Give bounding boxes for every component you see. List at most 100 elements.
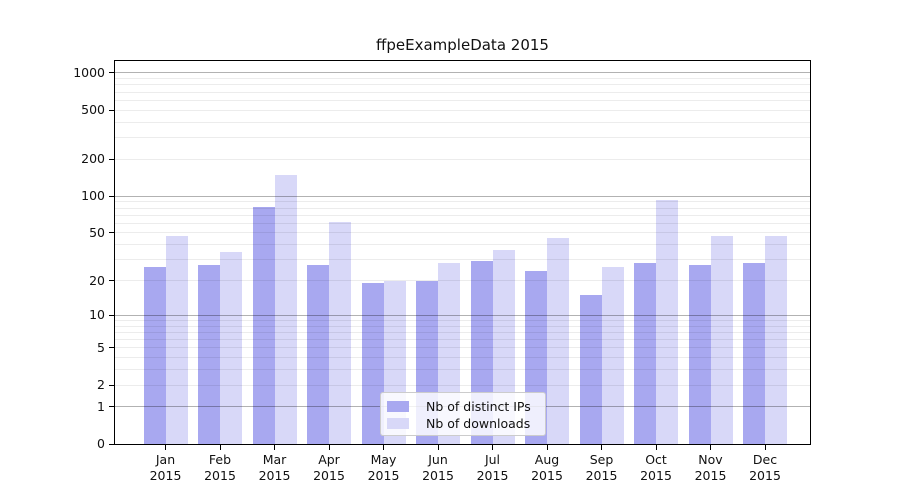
y-tick-mark <box>109 314 115 316</box>
y-tick-label: 200 <box>81 151 105 167</box>
x-tick-month: Sep <box>589 452 614 467</box>
y-tick-label: 500 <box>81 102 105 118</box>
y-tick-mark <box>109 195 115 197</box>
x-tick-month: Feb <box>208 452 232 467</box>
x-tick-year: 2015 <box>149 468 182 483</box>
gridline-minor <box>115 357 810 359</box>
gridline-minor <box>115 222 810 224</box>
x-tick-year: 2015 <box>749 468 781 483</box>
bar-downloads-dec <box>765 236 787 444</box>
gridline-major <box>115 314 810 316</box>
gridline-minor <box>115 91 810 93</box>
gridline-minor <box>115 232 810 234</box>
x-tick-year: 2015 <box>258 468 291 483</box>
x-tick-month: Aug <box>534 452 560 467</box>
y-tick-label: 20 <box>89 272 105 288</box>
bar-ips-sep <box>579 295 602 444</box>
y-tick-mark <box>109 72 115 74</box>
x-tick-year: 2015 <box>694 468 727 483</box>
y-tick-mark <box>109 347 115 349</box>
gridline-minor <box>115 109 810 111</box>
y-tick-mark <box>109 109 115 111</box>
x-tick-year: 2015 <box>531 468 563 483</box>
x-tick-year: 2015 <box>313 468 345 483</box>
gridline-minor <box>115 78 810 80</box>
y-tick-label: 10 <box>89 307 105 323</box>
x-tick-label-feb: Feb 2015 <box>188 452 252 484</box>
legend: Nb of distinct IPs Nb of downloads <box>380 392 546 436</box>
gridline-minor <box>115 259 810 261</box>
y-tick-label: 1000 <box>73 64 105 80</box>
x-tick-label-dec: Dec 2015 <box>733 452 797 484</box>
legend-swatch-downloads <box>387 418 409 429</box>
legend-label-distinct-ips: Nb of distinct IPs <box>426 399 531 414</box>
x-tick-label-oct: Oct 2015 <box>624 452 688 484</box>
x-tick-label-sep: Sep 2015 <box>570 452 634 484</box>
legend-swatch-distinct-ips <box>387 401 409 412</box>
x-tick-month: Mar <box>262 452 287 467</box>
x-tick-mark <box>710 445 711 450</box>
gridline-minor <box>115 339 810 340</box>
y-tick-label: 1 <box>97 398 105 414</box>
x-tick-year: 2015 <box>367 468 400 483</box>
gridline-major <box>115 72 810 74</box>
x-tick-year: 2015 <box>476 468 509 483</box>
gridline-minor <box>115 325 810 327</box>
x-tick-month: Jan <box>155 452 176 467</box>
x-tick-month: Jun <box>428 452 448 467</box>
bar-ips-apr <box>307 265 329 444</box>
gridline-minor <box>115 207 810 209</box>
bar-downloads-apr <box>329 221 351 444</box>
y-tick-mark <box>109 443 115 445</box>
bar-ips-may <box>361 283 384 444</box>
bar-ips-jan <box>143 267 166 444</box>
x-tick-mark <box>546 445 548 450</box>
bar-ips-oct <box>634 263 656 444</box>
gridline-minor <box>115 280 810 281</box>
x-tick-label-jan: Jan 2015 <box>134 452 198 484</box>
bar-ips-feb <box>198 265 220 444</box>
gridline-major <box>115 195 810 197</box>
x-tick-mark <box>492 445 493 450</box>
gridline-minor <box>115 121 810 123</box>
x-tick-mark <box>328 445 330 450</box>
y-tick-label: 2 <box>97 377 105 392</box>
x-tick-label-jun: Jun 2015 <box>406 452 470 484</box>
x-tick-mark <box>764 445 766 450</box>
gridline-minor <box>115 99 810 101</box>
gridline-minor <box>115 347 810 349</box>
x-tick-label-mar: Mar 2015 <box>243 452 307 484</box>
x-tick-mark <box>601 445 602 450</box>
y-tick-label: 0 <box>97 436 105 451</box>
x-tick-month: Apr <box>318 452 340 467</box>
x-tick-label-nov: Nov 2015 <box>679 452 743 484</box>
x-tick-month: Nov <box>698 452 723 467</box>
gridline-minor <box>115 331 810 333</box>
x-tick-month: Jul <box>484 452 501 467</box>
x-tick-mark <box>219 445 221 450</box>
gridline-minor <box>115 84 810 86</box>
y-tick-mark <box>109 406 115 408</box>
x-tick-mark <box>383 445 384 450</box>
legend-label-downloads: Nb of downloads <box>426 416 531 431</box>
y-tick-label: 5 <box>97 339 105 355</box>
x-tick-year: 2015 <box>640 468 672 483</box>
legend-item-distinct-ips: Nb of distinct IPs <box>387 398 537 415</box>
plot-canvas <box>115 61 810 444</box>
x-tick-year: 2015 <box>422 468 454 483</box>
gridline-minor <box>115 384 810 386</box>
x-tick-mark <box>274 445 275 450</box>
bar-downloads-mar <box>274 174 297 444</box>
x-tick-year: 2015 <box>585 468 618 483</box>
chart-title: ffpeExampleData 2015 <box>376 36 549 54</box>
gridline-minor <box>115 214 810 216</box>
y-tick-label: 100 <box>81 188 105 204</box>
gridline-minor <box>115 369 810 371</box>
y-tick-mark <box>109 384 115 386</box>
bar-downloads-sep <box>601 267 624 444</box>
bar-downloads-aug <box>547 238 569 444</box>
bar-downloads-feb <box>220 251 242 444</box>
y-tick-mark <box>109 158 115 160</box>
gridline-minor <box>115 137 810 139</box>
